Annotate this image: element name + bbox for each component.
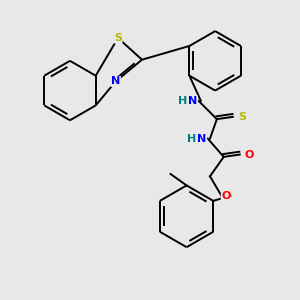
Text: S: S — [238, 112, 246, 122]
Text: O: O — [244, 150, 254, 160]
Text: H: H — [178, 96, 187, 106]
Text: H: H — [187, 134, 196, 144]
Text: N: N — [197, 134, 207, 144]
Text: S: S — [114, 33, 122, 43]
Text: O: O — [221, 191, 231, 201]
Text: N: N — [111, 76, 120, 86]
Text: N: N — [188, 96, 197, 106]
